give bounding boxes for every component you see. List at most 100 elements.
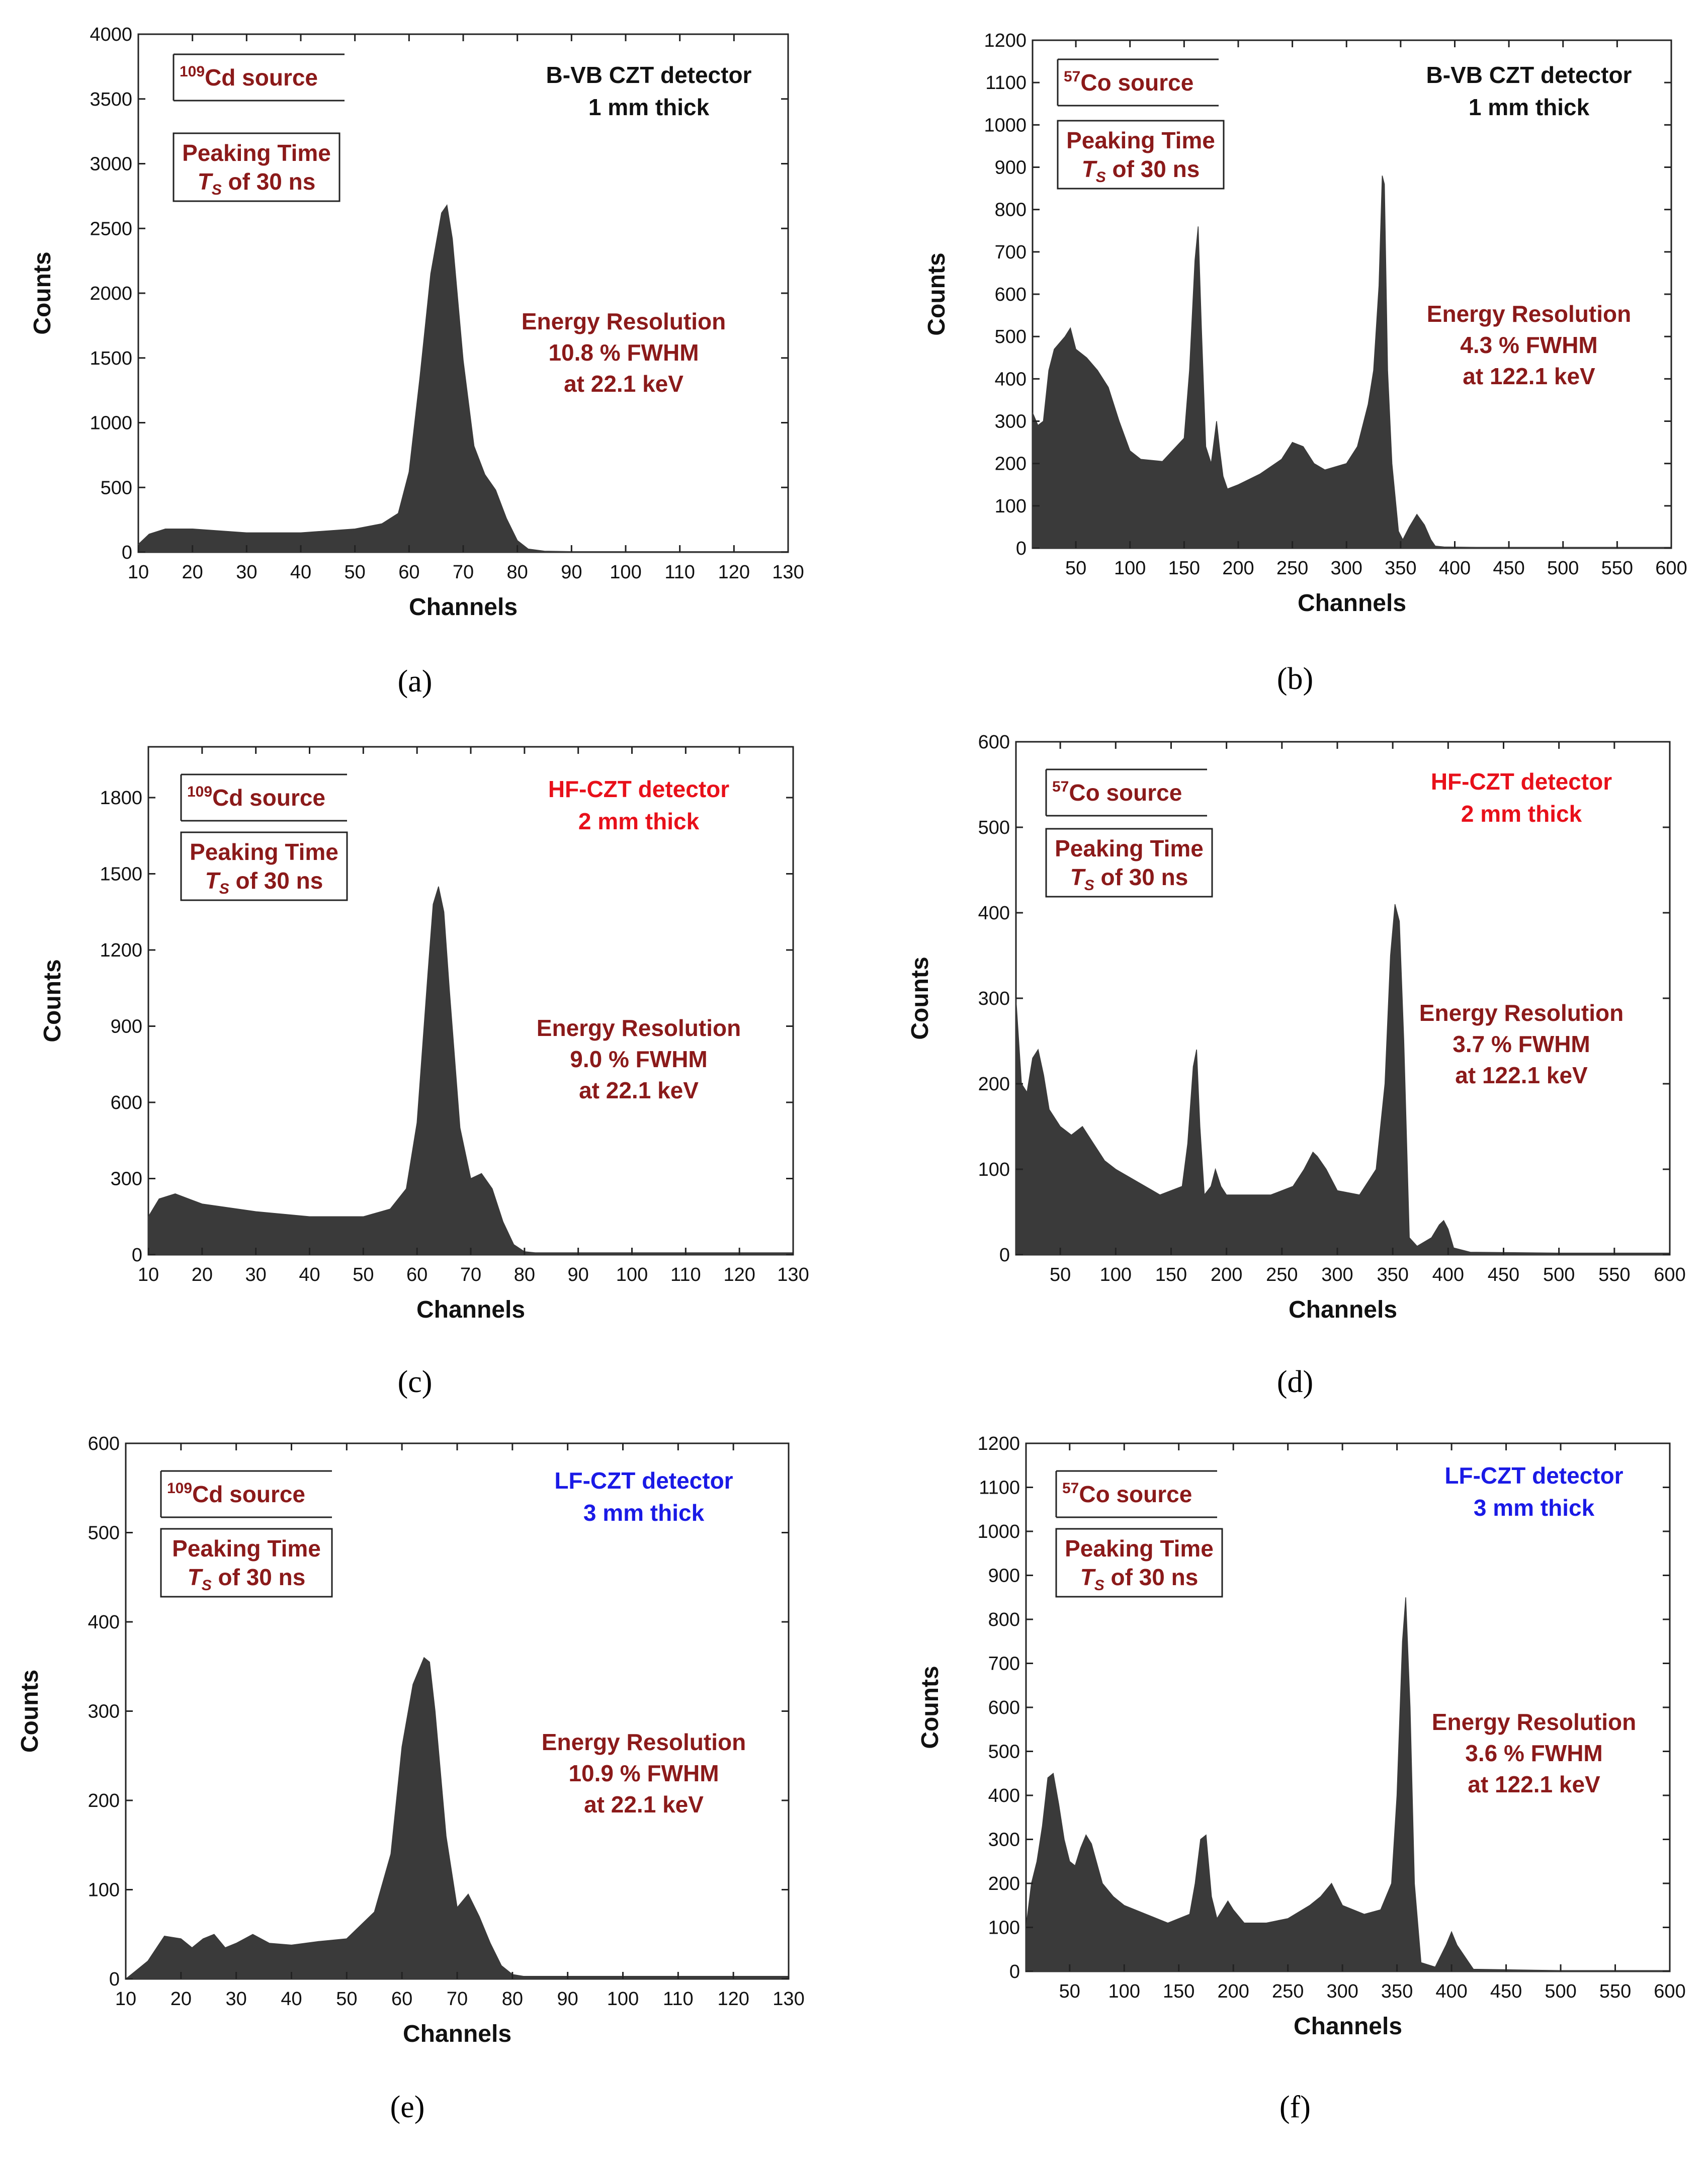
y-tick-label: 300 — [988, 1830, 1020, 1851]
plot-frame — [1015, 741, 1671, 1256]
x-tick-label: 100 — [1114, 558, 1146, 579]
x-tick-label: 80 — [502, 1988, 523, 2010]
y-tick-label: 1200 — [984, 30, 1027, 51]
x-tick-label: 40 — [281, 1988, 302, 2010]
y-tick-label: 100 — [88, 1880, 120, 1901]
x-tick-label: 130 — [773, 1988, 804, 2010]
source-name: Cd source — [192, 1481, 305, 1507]
y-tick-label: 3500 — [90, 89, 132, 110]
x-tick-label: 600 — [1654, 1981, 1685, 2002]
source-label: 57Co source — [1064, 68, 1193, 96]
energy-resolution-energy: at 22.1 keV — [579, 1077, 699, 1103]
y-tick-label: 800 — [988, 1609, 1020, 1630]
y-tick-label: 200 — [995, 454, 1027, 475]
subcaption: (a) — [398, 664, 433, 699]
y-tick-label: 1800 — [100, 788, 142, 809]
x-tick-label: 20 — [192, 1264, 213, 1285]
x-tick-label: 100 — [607, 1988, 639, 2010]
energy-resolution-title: Energy Resolution — [1432, 1709, 1636, 1735]
x-tick-label: 550 — [1601, 558, 1633, 579]
energy-resolution-title: Energy Resolution — [542, 1729, 746, 1755]
x-tick-label: 250 — [1272, 1981, 1304, 2002]
x-tick-label: 450 — [1493, 558, 1524, 579]
peaking-time-value: TS of 30 ns — [1082, 156, 1200, 186]
x-tick-label: 100 — [1108, 1981, 1140, 2002]
x-tick-label: 70 — [453, 562, 474, 583]
x-tick-label: 30 — [226, 1988, 247, 2010]
x-tick-label: 50 — [336, 1988, 357, 2010]
peaking-rest: of 30 ns — [1094, 864, 1188, 890]
y-tick-label: 500 — [88, 1523, 120, 1544]
x-tick-label: 300 — [1331, 558, 1362, 579]
y-tick-label: 0 — [122, 542, 132, 563]
y-tick-label: 400 — [988, 1785, 1020, 1806]
y-tick-label: 900 — [111, 1016, 142, 1037]
y-tick-label: 100 — [988, 1918, 1020, 1939]
x-tick-label: 70 — [460, 1264, 481, 1285]
y-tick-label: 100 — [995, 496, 1027, 517]
x-tick-label: 120 — [723, 1264, 755, 1285]
source-superscript: 57 — [1062, 1480, 1079, 1497]
energy-resolution-title: Energy Resolution — [522, 308, 726, 334]
x-tick-label: 70 — [447, 1988, 468, 2010]
y-tick-label: 100 — [978, 1159, 1010, 1180]
peaking-time-label: Peaking Time — [1066, 127, 1215, 153]
y-tick-label: 500 — [978, 817, 1010, 838]
y-tick-label: 2500 — [90, 218, 132, 239]
y-tick-label: 1200 — [100, 940, 142, 961]
chart-panel-d: 50 100 150 200 250 300 350 400 450 500 550 600 0 100 2… — [907, 732, 1686, 1399]
x-axis-title: Channels — [1298, 590, 1406, 617]
y-tick-label: 800 — [995, 200, 1027, 221]
x-tick-label: 400 — [1432, 1264, 1464, 1285]
source-name: Co source — [1079, 1481, 1192, 1507]
y-axis-title: Counts — [907, 957, 933, 1040]
y-tick-label: 600 — [995, 284, 1027, 305]
peaking-box — [173, 132, 340, 202]
peaking-box — [160, 1528, 333, 1598]
y-tick-label: 300 — [111, 1169, 142, 1190]
x-tick-label: 350 — [1381, 1981, 1413, 2002]
x-tick-label: 400 — [1439, 558, 1471, 579]
x-axis-title: Channels — [403, 2021, 511, 2047]
y-tick-label: 400 — [88, 1612, 120, 1633]
energy-resolution-value: 3.7 % FWHM — [1453, 1031, 1590, 1057]
detector-label: B-VB CZT detector — [1426, 62, 1632, 88]
energy-resolution-value: 10.9 % FWHM — [568, 1760, 719, 1786]
peaking-S: S — [1096, 169, 1106, 186]
x-tick-label: 500 — [1545, 1981, 1576, 2002]
x-tick-label: 110 — [664, 562, 695, 583]
x-tick-label: 40 — [290, 562, 311, 583]
x-tick-label: 90 — [557, 1988, 578, 2010]
y-tick-label: 600 — [988, 1697, 1020, 1718]
chart-panel-e: 10 20 30 40 50 60 70 80 90 100 110 120 130 0 100 200 300… — [17, 1433, 805, 2124]
x-axis-title: Channels — [409, 594, 518, 621]
x-tick-label: 50 — [345, 562, 366, 583]
energy-resolution-value: 10.8 % FWHM — [548, 339, 699, 366]
x-tick-label: 10 — [128, 562, 149, 583]
x-tick-label: 450 — [1488, 1264, 1519, 1285]
spectrum-area — [1015, 904, 1670, 1255]
source-name: Co source — [1069, 780, 1182, 806]
x-tick-label: 30 — [236, 562, 257, 583]
x-tick-label: 200 — [1218, 1981, 1249, 2002]
source-name: Cd source — [212, 785, 325, 811]
subcaption: (e) — [390, 2090, 425, 2124]
x-tick-label: 300 — [1321, 1264, 1353, 1285]
chart-panel-f: 50 100 150 200 250 300 350 400 450 500 550 600 0 100 2… — [917, 1433, 1686, 2124]
plot-frame — [147, 746, 794, 1256]
y-tick-label: 0 — [1016, 538, 1027, 559]
x-tick-label: 350 — [1377, 1264, 1408, 1285]
source-superscript: 109 — [187, 784, 212, 800]
peaking-time-label: Peaking Time — [182, 140, 331, 166]
peaking-box — [180, 831, 348, 901]
peaking-time-value: TS of 30 ns — [188, 1564, 306, 1594]
energy-resolution-value: 4.3 % FWHM — [1460, 332, 1597, 358]
detector-label: LF-CZT detector — [1444, 1462, 1623, 1489]
x-tick-label: 200 — [1222, 558, 1254, 579]
x-tick-label: 60 — [391, 1988, 412, 2010]
detector-label: B-VB CZT detector — [546, 62, 752, 88]
subcaption: (b) — [1277, 662, 1313, 696]
x-tick-label: 500 — [1547, 558, 1579, 579]
y-tick-label: 1100 — [979, 1478, 1020, 1499]
